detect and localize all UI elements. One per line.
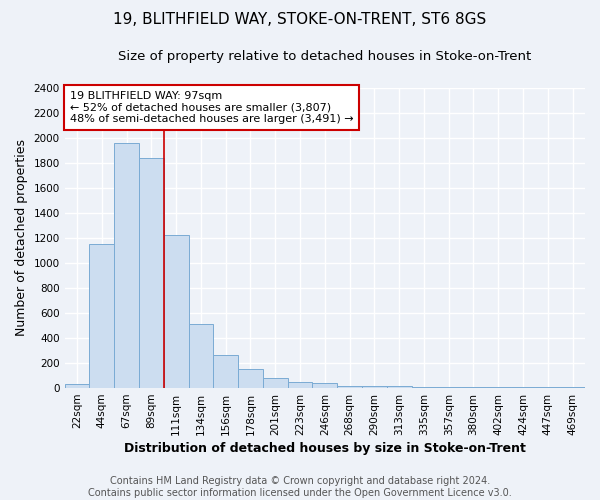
Bar xyxy=(139,158,164,388)
Bar xyxy=(114,143,139,388)
Bar xyxy=(238,368,263,388)
Bar xyxy=(214,355,238,388)
Bar xyxy=(412,387,436,388)
Y-axis label: Number of detached properties: Number of detached properties xyxy=(15,140,28,336)
Bar xyxy=(89,244,114,388)
Bar xyxy=(188,324,214,388)
Text: Contains HM Land Registry data © Crown copyright and database right 2024.
Contai: Contains HM Land Registry data © Crown c… xyxy=(88,476,512,498)
Text: 19, BLITHFIELD WAY, STOKE-ON-TRENT, ST6 8GS: 19, BLITHFIELD WAY, STOKE-ON-TRENT, ST6 … xyxy=(113,12,487,28)
Bar xyxy=(287,382,313,388)
Bar xyxy=(362,386,387,388)
Text: 19 BLITHFIELD WAY: 97sqm
← 52% of detached houses are smaller (3,807)
48% of sem: 19 BLITHFIELD WAY: 97sqm ← 52% of detach… xyxy=(70,91,353,124)
Bar xyxy=(436,387,461,388)
X-axis label: Distribution of detached houses by size in Stoke-on-Trent: Distribution of detached houses by size … xyxy=(124,442,526,455)
Bar xyxy=(65,384,89,388)
Title: Size of property relative to detached houses in Stoke-on-Trent: Size of property relative to detached ho… xyxy=(118,50,532,63)
Bar xyxy=(263,378,287,388)
Bar xyxy=(313,384,337,388)
Bar xyxy=(164,236,188,388)
Bar xyxy=(387,386,412,388)
Bar xyxy=(337,386,362,388)
